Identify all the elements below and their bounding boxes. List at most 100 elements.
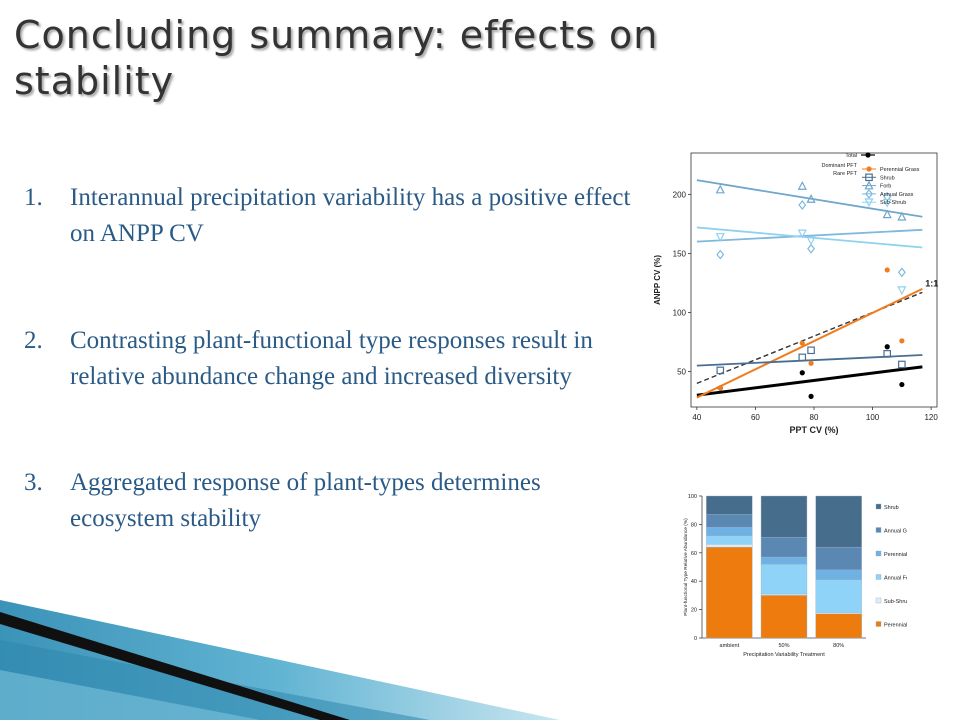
x-tick-label: 40 — [692, 413, 701, 422]
legend-swatch — [875, 550, 882, 557]
x-axis-label: Precipitation Variability Treatment — [743, 652, 825, 658]
legend-swatch — [875, 621, 882, 627]
data-point-total — [808, 393, 814, 399]
data-point-perennial-grass — [899, 338, 905, 344]
y-tick-label: 100 — [673, 308, 687, 317]
data-point-shrub — [898, 360, 906, 369]
data-point-shrub — [798, 353, 807, 362]
bar-segment-perennial-forb — [760, 556, 808, 565]
y-tick-label: 100 — [688, 494, 697, 500]
legend-swatch — [875, 527, 882, 533]
x-tick-label: 100 — [866, 413, 880, 422]
corner-decoration — [0, 600, 560, 720]
bar-segment-annual-forb — [815, 579, 862, 613]
data-point-forb — [797, 180, 807, 190]
y-tick-label: 0 — [694, 636, 697, 642]
legend-entry: Annual Grass — [880, 192, 914, 198]
summary-item-number: 3. — [24, 469, 43, 496]
data-point-forb — [882, 209, 892, 219]
legend-entry: Annual Forb — [884, 575, 907, 581]
data-point-sub-shrub — [882, 198, 892, 208]
scatter-legend: Total Dominant PFT Rare PFT Perennial Grass… — [822, 152, 920, 208]
legend-marker — [864, 180, 874, 190]
data-point-annual-grass — [897, 267, 906, 278]
relative-abundance-stacked-bar-chart: 0 20 40 60 80 100 Plant-functional Type Relati… — [683, 494, 907, 658]
summary-item-number: 2. — [24, 327, 43, 354]
legend-entry: Sub-Shrub — [884, 599, 907, 605]
x-tick-label: 120 — [924, 413, 938, 422]
data-point-shrub — [807, 346, 815, 355]
data-point-sub-shrub — [797, 229, 807, 239]
y-tick-label: 20 — [691, 608, 697, 614]
data-point-sub-shrub — [897, 286, 907, 296]
data-point-annual-grass — [807, 243, 816, 254]
bar-segment-annual-grass — [815, 546, 862, 571]
scatter-points — [715, 180, 907, 399]
legend-marker-total — [865, 152, 871, 158]
data-point-total — [799, 370, 805, 376]
data-point-shrub — [716, 366, 725, 375]
data-point-perennial-grass — [808, 360, 814, 366]
scatter-axes: 40 60 80 100 120 50 100 150 200 PPT CV (%) ANPP CV… — [653, 152, 938, 435]
legend-marker — [864, 198, 874, 208]
y-tick-label: 80 — [691, 522, 697, 528]
legend-entry: Annual Grass — [884, 528, 907, 534]
data-point-shrub — [883, 350, 892, 358]
bar-segment-sub-shrub — [760, 593, 808, 596]
x-axis-label: PPT CV (%) — [789, 425, 838, 435]
data-point-sub-shrub — [806, 236, 816, 246]
legend-entry: Sub-Shrub — [880, 200, 906, 206]
bar-segment-sub-shrub — [706, 544, 753, 548]
bar-segment-perennial-forb — [706, 527, 753, 536]
legend-group-label: Rare PFT — [833, 171, 857, 177]
slide-title: Concluding summary: effects on stability — [14, 13, 659, 103]
legend-entry: Perennial Forb — [884, 552, 907, 558]
legend-group-label: Total — [845, 153, 857, 159]
legend-entry: Forb — [880, 184, 891, 190]
y-tick-label: 200 — [673, 190, 687, 199]
bar-segment-perennial-forb — [815, 569, 862, 580]
legend-marker — [866, 166, 872, 172]
legend-marker — [865, 188, 873, 199]
legend-swatch — [875, 503, 882, 510]
bar-segment-shrub — [760, 495, 808, 538]
summary-item-1: 1. Interannual precipitation variability… — [24, 180, 644, 252]
decoration-band — [0, 612, 350, 720]
x-tick-label: 80 — [810, 413, 819, 422]
summary-item-2: 2. Contrasting plant-functional type res… — [24, 323, 644, 395]
y-axis-label: Plant-functional Type Relative Abundance… — [683, 518, 689, 616]
bar-segment-perennial-grass — [706, 546, 753, 639]
summary-item-number: 1. — [24, 184, 43, 211]
one-to-one-label: 1:1 — [925, 278, 938, 288]
bar-segment-shrub — [706, 495, 753, 515]
data-point-perennial-grass — [884, 267, 890, 273]
data-point-forb — [715, 184, 725, 194]
data-point-forb — [806, 193, 816, 203]
bar-segment-perennial-grass — [760, 595, 808, 639]
summary-item-text: Interannual precipitation variability ha… — [70, 184, 631, 247]
stacked-bars: ambient 50% 80% — [706, 495, 862, 649]
fit-line-perennial-grass — [696, 287, 923, 399]
data-point-forb — [897, 211, 907, 221]
data-point-total — [884, 344, 890, 350]
y-axis-label: ANPP CV (%) — [653, 255, 662, 305]
anpp-cv-scatter-chart: 40 60 80 100 120 50 100 150 200 PPT CV (%) ANPP CV… — [653, 152, 938, 435]
bar-segment-annual-grass — [760, 536, 808, 558]
data-point-perennial-grass — [799, 340, 805, 346]
data-point-annual-grass — [798, 200, 807, 210]
bar-segment-annual-forb — [706, 535, 753, 545]
decoration-band — [0, 670, 260, 720]
legend-swatch — [875, 574, 882, 580]
legend-entry: Shrub — [880, 175, 895, 181]
y-tick-label: 150 — [673, 249, 687, 258]
x-tick-label: 60 — [751, 413, 760, 422]
y-tick-label: 50 — [677, 368, 686, 377]
stacked-legend: Shrub Annual Grass Perennial Forb Annual Fo… — [875, 503, 907, 628]
bar-segment-perennial-grass — [815, 613, 862, 639]
fit-line-annual-grass — [696, 228, 923, 243]
data-point-annual-grass — [716, 249, 725, 260]
data-point-sub-shrub — [715, 233, 725, 242]
y-tick-label: 60 — [691, 551, 697, 557]
x-tick-label: 80% — [833, 643, 844, 649]
